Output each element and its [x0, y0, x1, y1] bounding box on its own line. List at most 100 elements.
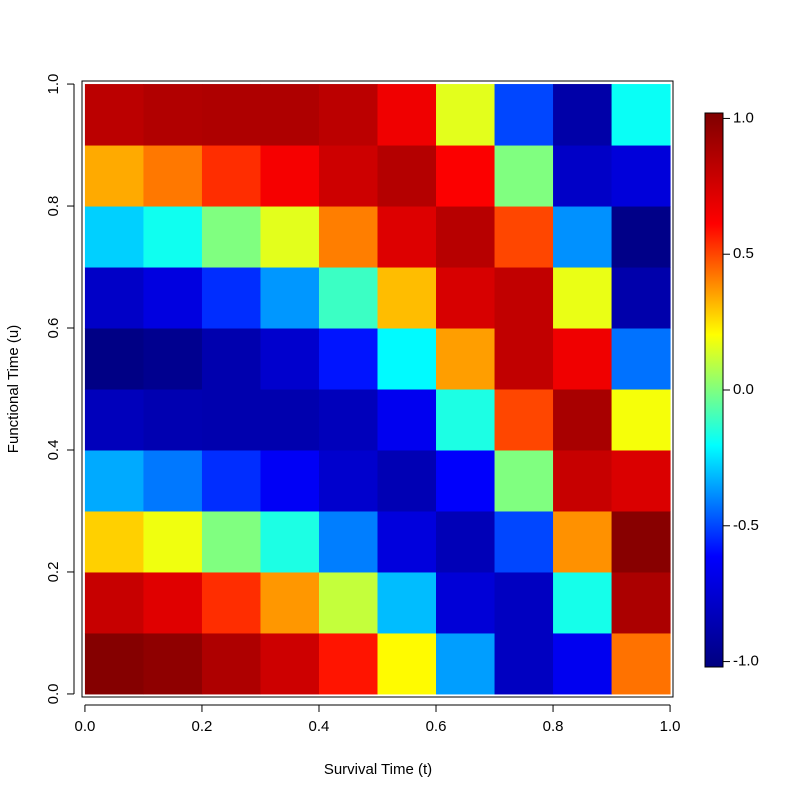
colorbar-tick-label: -0.5 [733, 517, 759, 534]
heat-cell [553, 632, 613, 695]
heat-cell [436, 328, 496, 390]
heat-cell [260, 389, 320, 451]
heat-cell [494, 206, 554, 268]
y-tick-label: 0.8 [45, 196, 62, 217]
heat-cell [201, 267, 261, 329]
heat-cell [260, 145, 320, 207]
heat-cell [494, 389, 554, 451]
x-tick-label: 0.6 [426, 718, 447, 735]
heat-cell [260, 510, 320, 573]
colorbar [704, 112, 724, 668]
heat-cell [318, 449, 378, 512]
heat-cell [494, 510, 554, 573]
y-tick-label: 0.4 [45, 440, 62, 461]
heat-cell [318, 328, 378, 390]
colorbar-tick-label: 0.5 [733, 245, 754, 262]
heat-cell [143, 632, 203, 695]
heat-cell [201, 206, 261, 268]
heat-cell [436, 571, 496, 634]
heat-cell [84, 571, 144, 634]
heat-cell [553, 449, 613, 512]
heat-cell [260, 206, 320, 268]
heat-cell [201, 389, 261, 451]
heat-cell [611, 571, 671, 634]
heat-cell [377, 571, 437, 634]
heat-cell [611, 328, 671, 390]
heat-cell [377, 267, 437, 329]
x-tick-label: 1.0 [660, 718, 681, 735]
colorbar-tick-label: 0.0 [733, 381, 754, 398]
colorbar-tick-label: -1.0 [733, 653, 759, 670]
heat-cell [377, 389, 437, 451]
heat-cell [611, 145, 671, 207]
heat-cell [436, 449, 496, 512]
heat-cell [143, 449, 203, 512]
heat-cell [494, 267, 554, 329]
heat-cell [494, 632, 554, 695]
heat-cell [143, 510, 203, 573]
heat-cell [84, 389, 144, 451]
heat-cell [553, 145, 613, 207]
heat-cell [84, 206, 144, 268]
heat-cell [611, 267, 671, 329]
heat-cell [377, 84, 437, 146]
heat-cell [84, 328, 144, 390]
heat-cell [611, 389, 671, 451]
y-tick-label: 0.0 [45, 684, 62, 705]
heat-cell [553, 84, 613, 146]
heat-cell [143, 328, 203, 390]
heat-cell [436, 510, 496, 573]
x-tick-label: 0.8 [543, 718, 564, 735]
heat-cell [201, 328, 261, 390]
heat-cell [201, 571, 261, 634]
heat-cell [436, 632, 496, 695]
x-tick-label: 0.0 [74, 718, 95, 735]
heat-cell [318, 206, 378, 268]
heat-cell [553, 328, 613, 390]
colorbar-tick-label: 1.0 [733, 109, 754, 126]
heat-cell [143, 145, 203, 207]
heat-cell [201, 449, 261, 512]
heat-cell [84, 632, 144, 695]
heat-cell [84, 449, 144, 512]
heat-cell [318, 84, 378, 146]
heat-cell [377, 510, 437, 573]
y-tick-label: 0.2 [45, 562, 62, 583]
heat-cell [436, 145, 496, 207]
heat-cell [84, 510, 144, 573]
heat-cell [436, 389, 496, 451]
heat-cell [553, 571, 613, 634]
y-tick-label: 1.0 [45, 74, 62, 95]
heat-cell [318, 267, 378, 329]
heat-cell [494, 449, 554, 512]
heat-cell [201, 510, 261, 573]
heat-cell [84, 145, 144, 207]
heat-cell [377, 632, 437, 695]
heat-cell [494, 84, 554, 146]
heat-cell [377, 145, 437, 207]
heat-cell [260, 449, 320, 512]
y-axis-label: Functional Time (u) [5, 325, 22, 453]
heat-cell [611, 449, 671, 512]
heat-cell [84, 267, 144, 329]
heat-cell [201, 84, 261, 146]
x-tick-label: 0.2 [192, 718, 213, 735]
heat-cell [611, 632, 671, 695]
heat-cell [436, 267, 496, 329]
heat-cell [377, 449, 437, 512]
heat-cell [260, 267, 320, 329]
heat-cell [201, 145, 261, 207]
y-tick-label: 0.6 [45, 318, 62, 339]
heat-cell [84, 84, 144, 146]
heat-cell [611, 510, 671, 573]
cells [84, 84, 671, 695]
x-tick-label: 0.4 [309, 718, 330, 735]
heat-cell [143, 84, 203, 146]
heat-cell [494, 145, 554, 207]
heat-cell [553, 389, 613, 451]
heat-cell [201, 632, 261, 695]
x-axis-label: Survival Time (t) [324, 761, 432, 778]
heat-cell [143, 267, 203, 329]
heat-cell [553, 206, 613, 268]
